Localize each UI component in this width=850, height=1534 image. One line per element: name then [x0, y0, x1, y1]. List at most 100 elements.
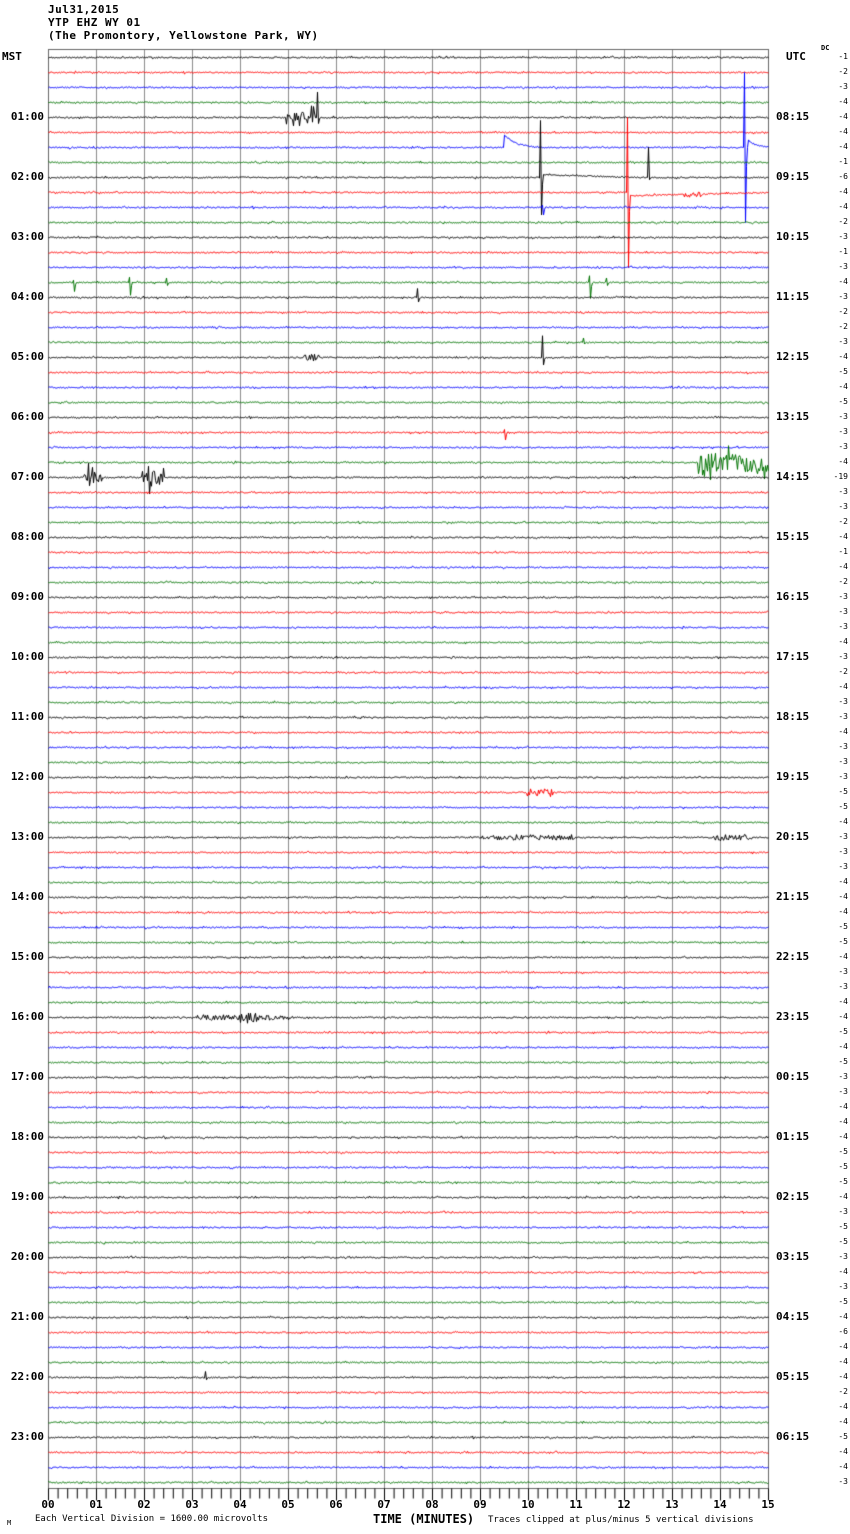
dc-offset-value: -3	[838, 337, 848, 346]
dc-offset-value: -4	[838, 457, 848, 466]
dc-offset-value: -3	[838, 1282, 848, 1291]
x-axis-minute-label: 01	[89, 1498, 103, 1511]
mst-hour-label: 19:00	[10, 1190, 44, 1203]
dc-offset-value: -5	[838, 1297, 848, 1306]
mst-hour-label: 02:00	[10, 170, 44, 183]
dc-offset-value: -3	[838, 487, 848, 496]
utc-hour-label: 14:15	[776, 470, 810, 483]
utc-hour-label: 03:15	[776, 1250, 810, 1263]
dc-offset-value: -4	[838, 877, 848, 886]
dc-offset-value: -3	[838, 1207, 848, 1216]
utc-hour-label: 05:15	[776, 1370, 810, 1383]
dc-offset-value: -3	[838, 607, 848, 616]
clip-note: Traces clipped at plus/minus 5 vertical …	[488, 1515, 754, 1525]
dc-offset-value: -3	[838, 862, 848, 871]
title-station: YTP EHZ WY 01	[48, 16, 141, 29]
x-axis-minute-label: 09	[473, 1498, 487, 1511]
mst-hour-label: 22:00	[10, 1370, 44, 1383]
x-axis-title: TIME (MINUTES)	[373, 1512, 475, 1526]
dc-offset-value: -4	[838, 1312, 848, 1321]
dc-offset-value: -4	[838, 1012, 848, 1021]
mst-hour-label: 01:00	[10, 110, 44, 123]
mst-hour-label: 11:00	[10, 710, 44, 723]
dc-offset-value: -5	[838, 397, 848, 406]
mst-hour-label: 17:00	[10, 1070, 44, 1083]
dc-offset-value: -4	[838, 637, 848, 646]
dc-offset-value: -3	[838, 832, 848, 841]
dc-offset-value: -3	[838, 1252, 848, 1261]
dc-offset-value: -3	[838, 967, 848, 976]
x-axis-minute-label: 13	[665, 1498, 679, 1511]
dc-offset-value: -2	[838, 217, 848, 226]
dc-offset-value: -3	[838, 502, 848, 511]
dc-offset-value: -5	[838, 367, 848, 376]
utc-hour-label: 00:15	[776, 1070, 810, 1083]
dc-offset-value: -4	[838, 1102, 848, 1111]
dc-offset-value: -3	[838, 292, 848, 301]
dc-offset-value: -4	[838, 112, 848, 121]
dc-offset-value: -3	[838, 757, 848, 766]
mst-hour-label: 10:00	[10, 650, 44, 663]
mst-hour-label: 03:00	[10, 230, 44, 243]
dc-offset-value: -4	[838, 532, 848, 541]
dc-offset-value: -3	[838, 1477, 848, 1486]
utc-hour-label: 01:15	[776, 1130, 810, 1143]
dc-offset-value: -4	[838, 1357, 848, 1366]
x-axis-minute-label: 03	[185, 1498, 199, 1511]
title-location: (The Promontory, Yellowstone Park, WY)	[48, 29, 319, 42]
x-axis-minute-label: 04	[233, 1498, 247, 1511]
dc-offset-value: -3	[838, 412, 848, 421]
x-axis-minute-label: 06	[329, 1498, 343, 1511]
dc-offset-value: -4	[838, 907, 848, 916]
dc-offset-value: -4	[838, 142, 848, 151]
dc-offset-value: -5	[838, 1432, 848, 1441]
dc-offset-value: -1	[838, 52, 848, 61]
dc-offset-value: -2	[838, 577, 848, 586]
dc-offset-value: -3	[838, 442, 848, 451]
dc-offset-value: -4	[838, 727, 848, 736]
dc-offset-value: -3	[838, 697, 848, 706]
mst-hour-label: 21:00	[10, 1310, 44, 1323]
scale-note: Each Vertical Division = 1600.00 microvo…	[35, 1514, 268, 1524]
dc-offset-value: -3	[838, 232, 848, 241]
dc-offset-value: -5	[838, 1162, 848, 1171]
mst-hour-label: 09:00	[10, 590, 44, 603]
dc-offset-value: -2	[838, 67, 848, 76]
mst-hour-label: 16:00	[10, 1010, 44, 1023]
dc-offset-header: DC	[821, 44, 830, 52]
x-axis-minute-label: 15	[761, 1498, 775, 1511]
dc-offset-value: -5	[838, 787, 848, 796]
dc-offset-value: -3	[838, 652, 848, 661]
title-date: Jul31,2015	[48, 3, 120, 16]
utc-hour-label: 02:15	[776, 1190, 810, 1203]
dc-offset-value: -5	[838, 802, 848, 811]
mst-timezone-header: MST	[2, 50, 22, 63]
mst-hour-label: 13:00	[10, 830, 44, 843]
mst-hour-label: 04:00	[10, 290, 44, 303]
dc-offset-value: -2	[838, 517, 848, 526]
utc-hour-label: 19:15	[776, 770, 810, 783]
dc-offset-value: -2	[838, 1387, 848, 1396]
dc-offset-value: -4	[838, 1462, 848, 1471]
dc-offset-value: -4	[838, 1042, 848, 1051]
dc-offset-value: -4	[838, 97, 848, 106]
utc-hour-label: 08:15	[776, 110, 810, 123]
dc-offset-value: -4	[838, 817, 848, 826]
utc-hour-label: 13:15	[776, 410, 810, 423]
dc-offset-value: -3	[838, 742, 848, 751]
dc-offset-value: -5	[838, 1222, 848, 1231]
mst-hour-label: 15:00	[10, 950, 44, 963]
dc-offset-value: -1	[838, 247, 848, 256]
dc-offset-value: -3	[838, 772, 848, 781]
dc-offset-value: -19	[833, 472, 848, 481]
dc-offset-value: -4	[838, 1192, 848, 1201]
mst-hour-label: 06:00	[10, 410, 44, 423]
dc-offset-value: -5	[838, 1237, 848, 1246]
dc-offset-value: -1	[838, 157, 848, 166]
dc-offset-value: -4	[838, 352, 848, 361]
mst-hour-label: 23:00	[10, 1430, 44, 1443]
dc-offset-value: -3	[838, 427, 848, 436]
dc-offset-value: -6	[838, 1327, 848, 1336]
utc-hour-label: 20:15	[776, 830, 810, 843]
